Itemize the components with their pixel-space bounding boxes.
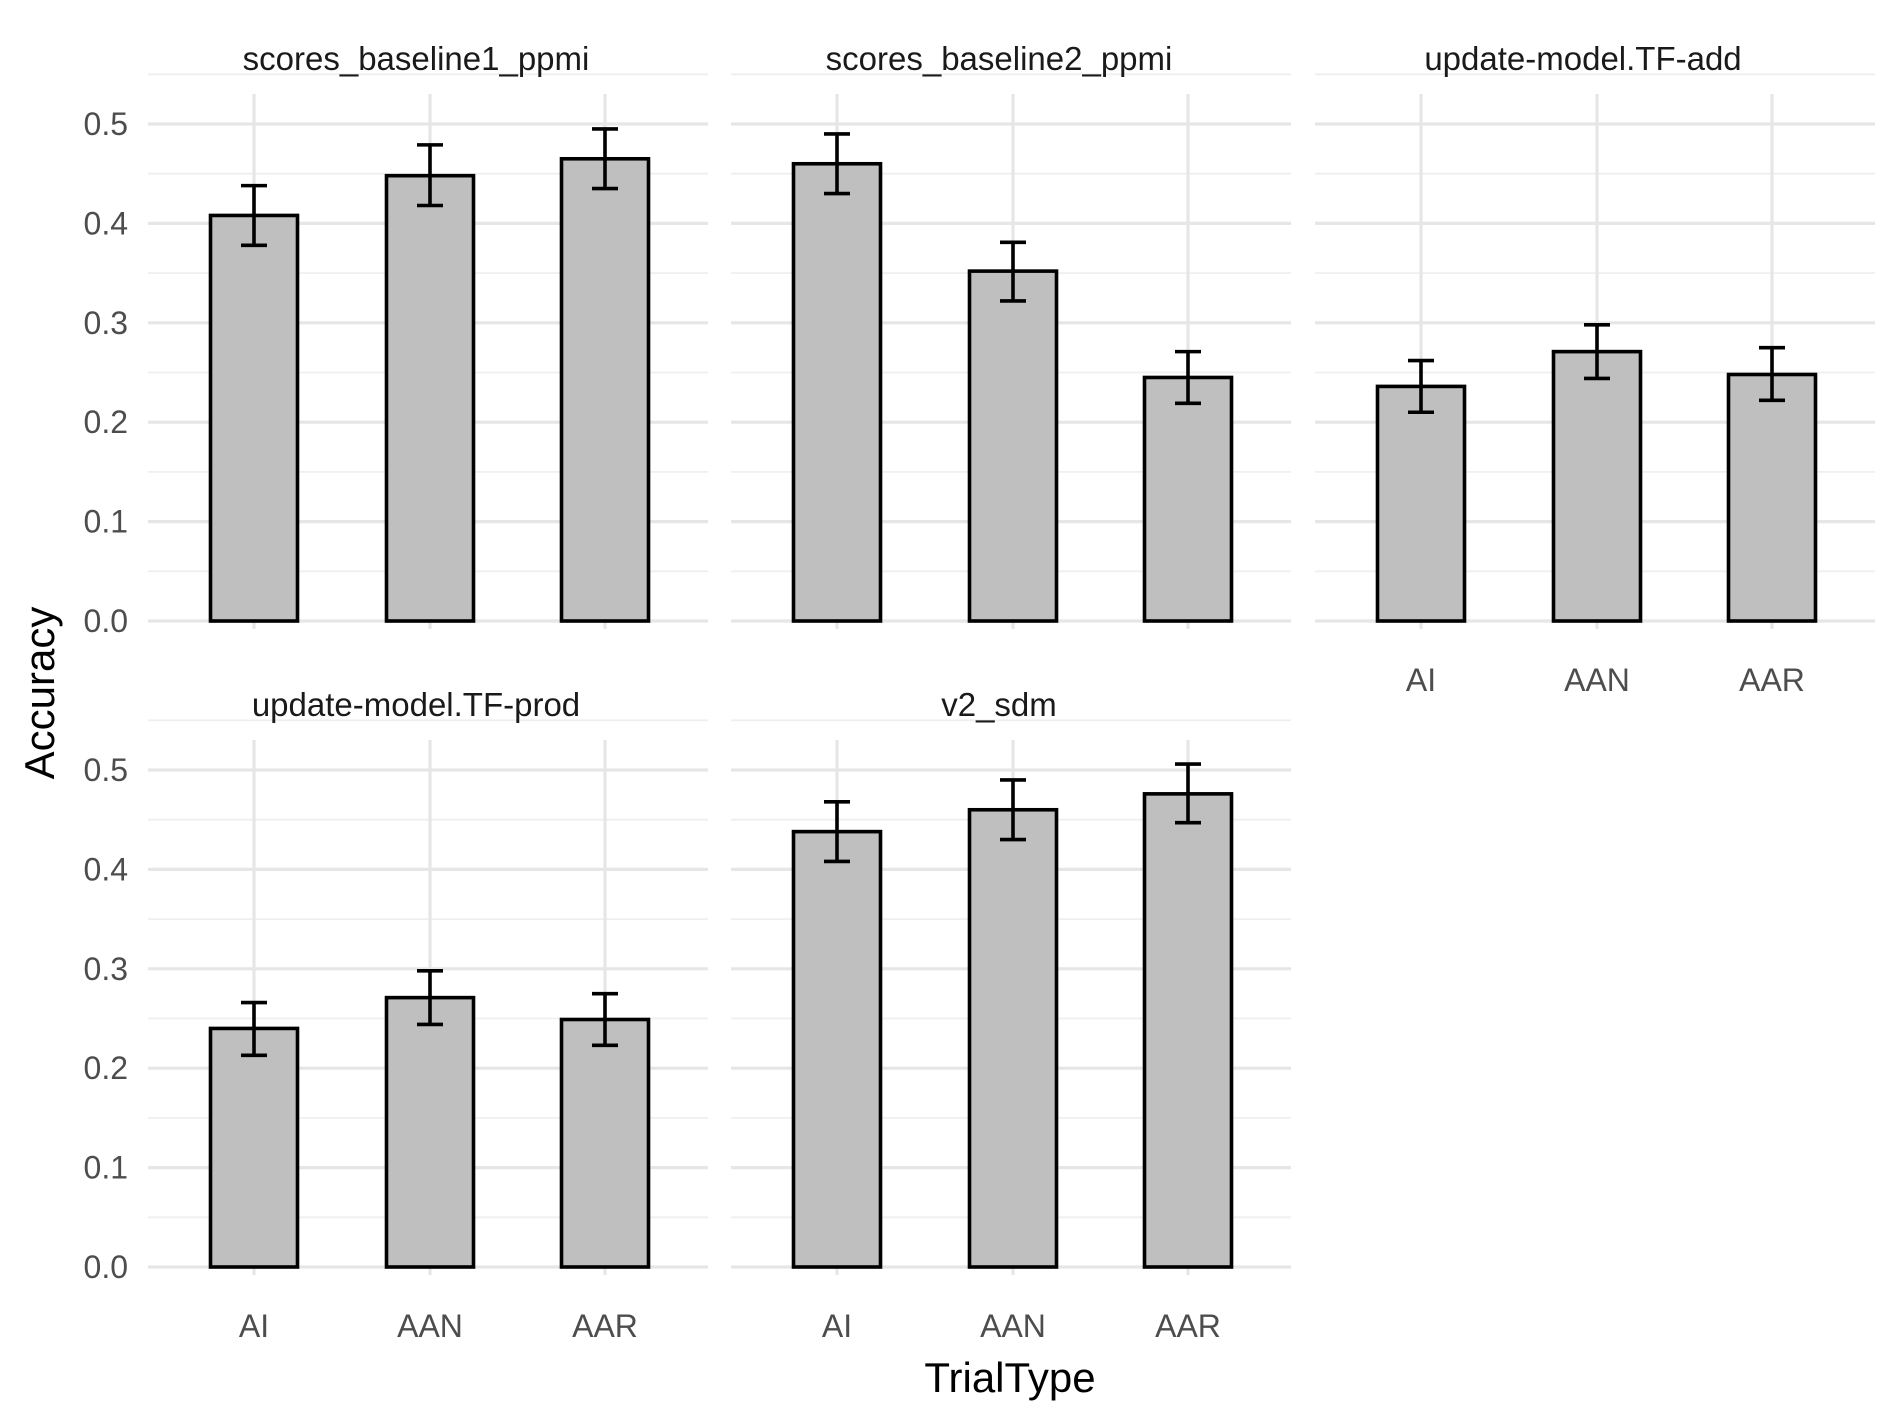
facet-title: scores_baseline1_ppmi xyxy=(243,40,590,77)
y-tick-label: 0.1 xyxy=(84,1150,128,1186)
bar xyxy=(791,161,883,623)
x-tick-label: AI xyxy=(239,1308,269,1344)
bar xyxy=(208,213,300,623)
marks-layer xyxy=(208,127,1818,1269)
x-tick-label: AAR xyxy=(1739,662,1805,698)
y-tick-label: 0.0 xyxy=(84,1249,128,1285)
x-axis-title: TrialType xyxy=(924,1354,1095,1401)
bar xyxy=(384,173,476,623)
bar xyxy=(208,1026,300,1269)
bar xyxy=(559,156,651,623)
facet-title: update-model.TF-add xyxy=(1424,40,1741,77)
y-tick-label: 0.4 xyxy=(84,205,128,241)
y-tick-label: 0.2 xyxy=(84,1050,128,1086)
x-tick-label: AAN xyxy=(397,1308,463,1344)
text-layer: 0.0 0.1 0.2 0.3 0.4 0.5 scores_baseline1_ppmi s… xyxy=(84,40,1805,1344)
facet-title: scores_baseline2_ppmi xyxy=(826,40,1173,77)
bar xyxy=(1142,792,1234,1269)
bar xyxy=(559,1017,651,1269)
bar xyxy=(1726,372,1818,623)
bar xyxy=(967,269,1059,623)
x-tick-label: AAR xyxy=(1155,1308,1221,1344)
y-axis-title: Accuracy xyxy=(16,607,63,780)
y-tick-label: 0.0 xyxy=(84,603,128,639)
bar xyxy=(791,829,883,1269)
facet-title: v2_sdm xyxy=(941,686,1057,723)
y-tick-label: 0.1 xyxy=(84,504,128,540)
y-tick-label: 0.3 xyxy=(84,305,128,341)
y-tick-label: 0.3 xyxy=(84,951,128,987)
y-tick-label: 0.5 xyxy=(84,752,128,788)
bar xyxy=(1375,384,1467,623)
bar xyxy=(384,995,476,1269)
y-tick-label: 0.4 xyxy=(84,851,128,887)
x-tick-label: AAN xyxy=(980,1308,1046,1344)
y-tick-label: 0.5 xyxy=(84,106,128,142)
x-tick-label: AAR xyxy=(572,1308,638,1344)
bar xyxy=(1142,375,1234,623)
x-tick-label: AI xyxy=(822,1308,852,1344)
bar xyxy=(1551,349,1643,623)
x-tick-label: AI xyxy=(1406,662,1436,698)
y-tick-label: 0.2 xyxy=(84,404,128,440)
x-tick-label: AAN xyxy=(1564,662,1630,698)
facet-title: update-model.TF-prod xyxy=(252,686,580,723)
bar xyxy=(967,807,1059,1269)
